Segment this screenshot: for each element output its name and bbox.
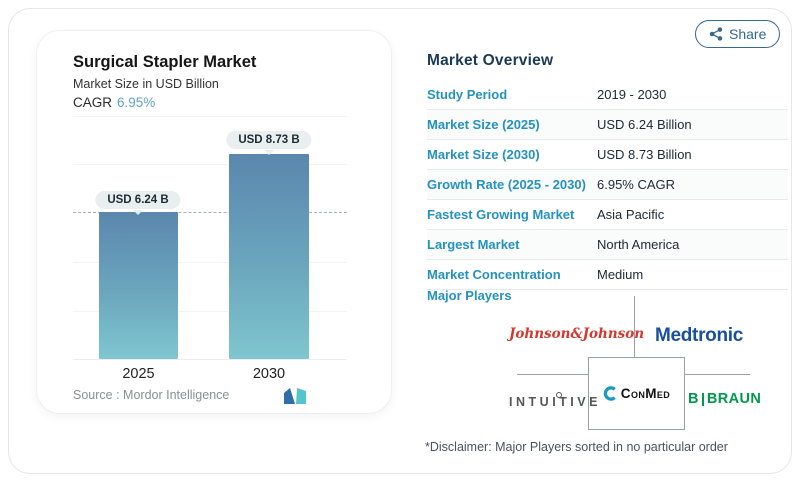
x-axis-baseline <box>73 359 347 360</box>
gridline <box>73 116 347 117</box>
market-overview-table: Study Period 2019 - 2030 Market Size (20… <box>427 80 788 290</box>
row-value: Medium <box>597 267 644 282</box>
players-connector-vertical <box>634 296 635 357</box>
row-value: USD 6.24 Billion <box>597 117 692 132</box>
table-row-study-period: Study Period 2019 - 2030 <box>427 80 788 110</box>
conmed-logo: ConMed <box>620 386 671 401</box>
bbraun-divider <box>701 392 704 406</box>
cagr-label: CAGR <box>73 95 113 110</box>
gridline <box>73 262 347 263</box>
market-overview-heading: Market Overview <box>427 52 554 69</box>
row-value: USD 8.73 Billion <box>597 147 692 162</box>
row-value: North America <box>597 237 680 252</box>
bbraun-braun: BRAUN <box>706 391 762 407</box>
bar-value-label-2025: USD 6.24 B <box>95 191 181 209</box>
x-tick-2030: 2030 <box>252 366 286 382</box>
share-button[interactable]: Share <box>695 20 781 48</box>
chart-card: Surgical Stapler Market Market Size in U… <box>36 30 392 414</box>
intuitive-ring-icon <box>556 392 562 398</box>
intuitive-logo-text: INTUITIVE <box>509 395 601 409</box>
row-label: Market Size (2025) <box>427 117 540 132</box>
source-row: Source : Mordor Intelligence <box>73 388 229 402</box>
table-row-growth-rate: Growth Rate (2025 - 2030) 6.95% CAGR <box>427 170 788 200</box>
reference-dashed-line <box>73 212 347 213</box>
bar-chart: USD 6.24 B USD 8.73 B 2025 2030 <box>37 31 391 413</box>
medtronic-logo: Medtronic <box>654 325 744 346</box>
share-button-label: Share <box>729 26 767 42</box>
bbraun-b: B <box>688 391 699 407</box>
source-value: Mordor Intelligence <box>123 388 230 402</box>
gridline <box>73 164 347 165</box>
players-connector-right <box>683 374 750 375</box>
table-row-market-concentration: Market Concentration Medium <box>427 260 788 290</box>
cagr-value: 6.95% <box>117 95 156 110</box>
table-row-fastest-growing-market: Fastest Growing Market Asia Pacific <box>427 200 788 230</box>
gridline <box>73 311 347 312</box>
conmed-logo-box: ConMed <box>588 357 685 430</box>
row-value: 2019 - 2030 <box>597 87 667 102</box>
cagr-line: CAGR 6.95% <box>73 95 155 110</box>
source-label: Source : <box>73 388 120 402</box>
conmed-c-icon <box>603 386 616 401</box>
table-row-market-size-2030: Market Size (2030) USD 8.73 Billion <box>427 140 788 170</box>
bar-2025 <box>99 212 178 359</box>
table-row-largest-market: Largest Market North America <box>427 230 788 260</box>
row-label: Market Size (2030) <box>427 147 540 162</box>
bar-value-label-2030: USD 8.73 B <box>226 131 312 149</box>
bar-2030 <box>229 154 309 359</box>
row-label: Growth Rate (2025 - 2030) <box>427 177 586 192</box>
row-label: Fastest Growing Market <box>427 207 575 222</box>
chart-title: Surgical Stapler Market <box>73 53 257 71</box>
table-row-market-size-2025: Market Size (2025) USD 6.24 Billion <box>427 110 788 140</box>
chart-subtitle: Market Size in USD Billion <box>73 77 219 91</box>
row-label: Study Period <box>427 87 508 102</box>
label-pointer <box>133 210 143 215</box>
x-tick-2025: 2025 <box>122 366 155 382</box>
share-icon <box>709 27 723 41</box>
row-label: Market Concentration <box>427 267 561 282</box>
bbraun-logo: B BRAUN <box>688 391 761 407</box>
players-connector-left <box>517 374 588 375</box>
row-label: Largest Market <box>427 237 520 252</box>
row-value: 6.95% CAGR <box>597 177 676 192</box>
major-players-label: Major Players <box>427 288 512 303</box>
label-pointer <box>264 150 274 155</box>
intuitive-logo: INTUITIVE <box>507 392 603 409</box>
johnson-and-johnson-logo: Johnson&Johnson <box>509 326 645 342</box>
row-value: Asia Pacific <box>597 207 665 222</box>
disclaimer-text: *Disclaimer: Major Players sorted in no … <box>425 440 728 454</box>
mordor-intelligence-logo <box>284 388 306 404</box>
